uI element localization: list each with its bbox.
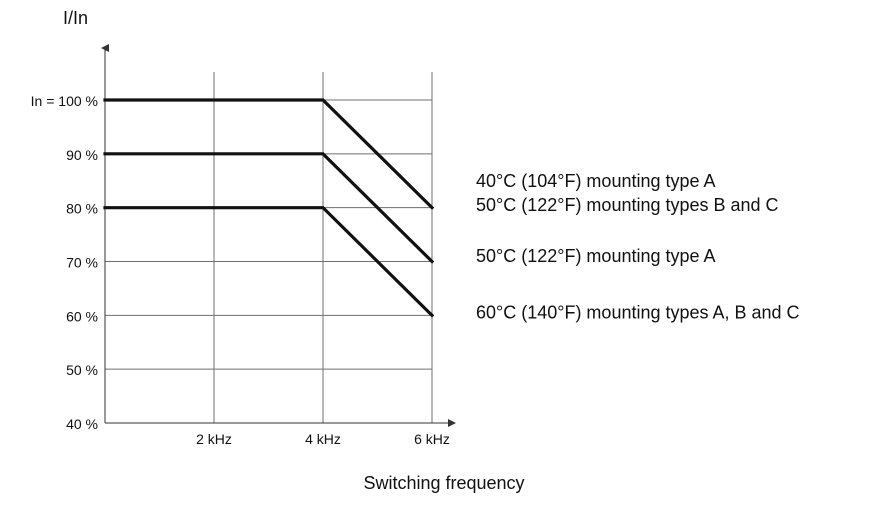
x-tick-label: 4 kHz: [305, 431, 341, 447]
y-tick-label: 50 %: [66, 362, 98, 378]
series-layer: [103, 98, 435, 318]
x-tick-label: 6 kHz: [414, 431, 450, 447]
y-tick-label: 80 %: [66, 201, 98, 217]
curve-annotation: 50°C (122°F) mounting types B and C: [476, 195, 779, 215]
series-line-2: [103, 152, 435, 264]
x-tick-label: 2 kHz: [196, 431, 232, 447]
y-tick-label: 90 %: [66, 147, 98, 163]
y-tick-label: 70 %: [66, 255, 98, 271]
y-tick-label: In = 100 %: [31, 93, 98, 109]
y-tick-label: 60 %: [66, 308, 98, 324]
y-axis-title: I/In: [63, 8, 88, 28]
annotation-layer: 40°C (104°F) mounting type A 50°C (122°F)…: [476, 171, 800, 323]
curve-annotation: 60°C (140°F) mounting types A, B and C: [476, 303, 800, 323]
y-tick-label: 40 %: [66, 416, 98, 432]
grid-layer: [105, 72, 433, 423]
series-line-1: [103, 98, 435, 210]
series-line-3: [103, 206, 435, 318]
curve-annotation: 50°C (122°F) mounting type A: [476, 246, 716, 266]
x-axis-title: Switching frequency: [363, 473, 524, 493]
label-layer: I/In Switching frequency 40 % 50 % 60 % 70 …: [31, 8, 525, 493]
axis-layer: [101, 44, 456, 427]
curve-annotation: 40°C (104°F) mounting type A: [476, 171, 716, 191]
